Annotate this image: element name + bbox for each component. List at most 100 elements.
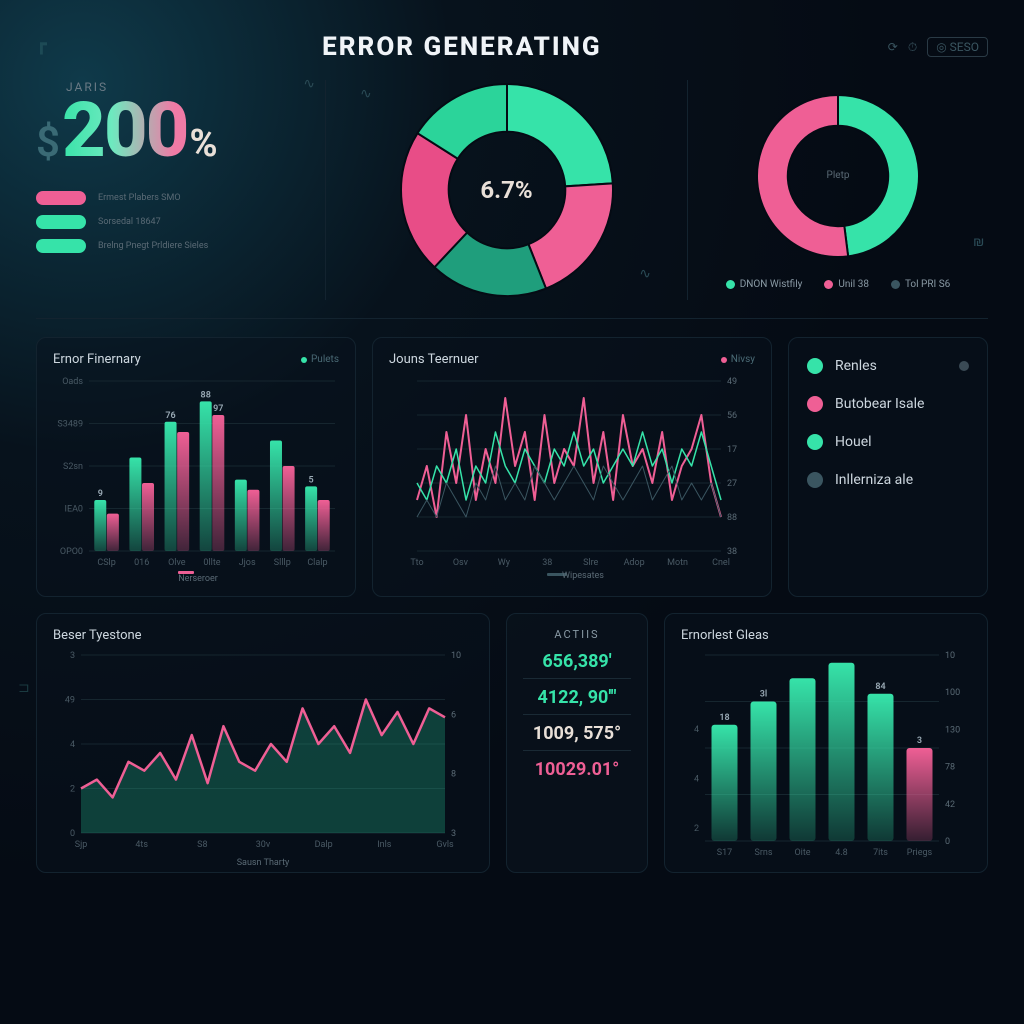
svg-text:CSlp: CSlp	[97, 558, 115, 568]
activity-icon: ₪	[973, 234, 984, 250]
svg-text:10: 10	[451, 651, 461, 661]
svg-text:17: 17	[727, 445, 737, 455]
legend-dot	[807, 472, 823, 488]
kpi-pill-row: Ermest Plabers SMO	[36, 191, 305, 205]
legend-dot	[807, 396, 823, 412]
bar-chart: OPO0IEA0S2snS3489Oads9CSlp01676Olve88970…	[53, 375, 343, 585]
activity-icon: ∿	[303, 76, 315, 92]
svg-text:30v: 30v	[256, 840, 271, 850]
stat-value: 1009, 575°	[519, 723, 635, 744]
area-chart-title: Beser Tyestone	[53, 628, 473, 643]
svg-text:2: 2	[70, 785, 75, 795]
legend-dot	[726, 280, 735, 289]
svg-text:56: 56	[727, 411, 737, 421]
pill-swatch	[36, 191, 86, 205]
svg-text:4ts: 4ts	[135, 840, 148, 850]
timer-icon[interactable]: ⏱	[908, 40, 917, 55]
kpi-currency: $	[36, 118, 60, 167]
svg-text:4: 4	[694, 774, 699, 784]
legend-item[interactable]: Renles	[807, 358, 969, 374]
svg-text:0: 0	[70, 829, 75, 839]
svg-text:0llte: 0llte	[203, 558, 220, 568]
pill-label: Sorsedal 18647	[98, 217, 161, 227]
legend-dot	[807, 358, 823, 374]
svg-text:Sjp: Sjp	[75, 840, 88, 850]
legend-label: DNON Wistfily	[740, 279, 803, 290]
corner-glyph-tl: ┏	[36, 34, 47, 55]
legend-dot	[824, 280, 833, 289]
svg-text:Oite: Oite	[794, 848, 810, 858]
legend-item: DNON Wistfily	[726, 279, 803, 290]
svg-text:Sausn Tharty: Sausn Tharty	[237, 858, 290, 868]
legend-label: Inllerniza ale	[835, 472, 913, 488]
legend-item[interactable]: Houel	[807, 434, 969, 450]
line-legend: Nivsy	[721, 354, 755, 365]
svg-text:Inls: Inls	[377, 840, 392, 850]
svg-text:Srns: Srns	[754, 848, 772, 858]
svg-text:IEA0: IEA0	[65, 505, 84, 515]
pill-label: Ermest Plabers SMO	[98, 193, 181, 203]
svg-text:100: 100	[945, 688, 960, 698]
svg-text:016: 016	[134, 558, 149, 568]
activity-icon: ∿	[639, 266, 651, 282]
legend-label: Unil 38	[838, 279, 869, 290]
svg-text:84: 84	[875, 682, 885, 692]
svg-text:97: 97	[213, 404, 223, 414]
svg-text:3: 3	[917, 736, 922, 746]
svg-text:78: 78	[945, 763, 955, 773]
line-chart-panel: Jouns Teernuer Nivsy 495617278838TtoOsvW…	[372, 337, 772, 597]
svg-text:49: 49	[727, 377, 737, 387]
bar-chart-2-panel: Ernorlest Gleas 244101001307842018S173lS…	[664, 613, 988, 873]
donut-2-panel: ₪ Pletp DNON WistfilyUnil 38Tol PRI S6	[688, 80, 988, 300]
divider	[523, 714, 631, 715]
legend-label: Renles	[835, 358, 877, 374]
legend-label: Tol PRI S6	[905, 279, 950, 290]
svg-text:4: 4	[70, 740, 75, 750]
svg-text:8: 8	[451, 770, 456, 780]
bar-chart-panel: Ernor Finernary Pulets OPO0IEA0S2snS3489…	[36, 337, 356, 597]
header-actions: ⟳ ⏱ ◎ SESO	[888, 37, 988, 57]
page-title: ERROR GENERATING	[36, 32, 888, 62]
svg-text:Slre: Slre	[583, 558, 598, 568]
svg-text:Oads: Oads	[62, 377, 83, 387]
svg-text:S17: S17	[717, 848, 732, 858]
svg-text:Priegs: Priegs	[907, 848, 933, 858]
kpi-value: $ 200 %	[36, 96, 305, 167]
pill-swatch	[36, 215, 86, 229]
svg-text:Tto: Tto	[410, 558, 423, 568]
svg-text:Nerseroer: Nerseroer	[178, 574, 218, 584]
svg-text:Adop: Adop	[624, 558, 645, 568]
svg-text:Wy: Wy	[498, 558, 511, 568]
line-chart-title: Jouns Teernuer	[389, 352, 755, 367]
legend-item[interactable]: Inllerniza ale	[807, 472, 969, 488]
svg-text:Slllp: Slllp	[274, 558, 291, 568]
svg-text:S2sn: S2sn	[63, 462, 83, 472]
kpi-pill-row: Brelng Pnegt Prldiere Sieles	[36, 239, 305, 253]
edge-glyph: ⊐	[18, 680, 30, 696]
svg-text:9: 9	[98, 489, 103, 499]
svg-text:Osv: Osv	[453, 558, 469, 568]
kpi-number: 200	[62, 96, 187, 164]
svg-text:27: 27	[727, 479, 737, 489]
seso-button[interactable]: ◎ SESO	[927, 37, 988, 57]
svg-text:S8: S8	[197, 840, 207, 850]
refresh-icon[interactable]: ⟳	[888, 40, 898, 54]
area-chart: 34942010683Sjp4tsS830vDalpInlsGvlsSausn …	[53, 651, 473, 871]
svg-text:Jjos: Jjos	[239, 558, 256, 568]
line-chart: 495617278838TtoOsvWy38SlreAdopMotnCnelWi…	[389, 375, 749, 585]
svg-text:Gvls: Gvls	[436, 840, 454, 850]
svg-text:6: 6	[451, 710, 456, 720]
divider	[523, 750, 631, 751]
bar-chart-2-title: Ernorlest Gleas	[681, 628, 971, 643]
activity-icon: ∿	[360, 86, 372, 102]
donut-1-center: 6.7%	[397, 80, 617, 300]
svg-text:3: 3	[70, 651, 75, 661]
svg-text:3: 3	[451, 829, 456, 839]
donut-2-legend: DNON Wistfily Unil 38 Tol PRI S6	[726, 279, 951, 290]
svg-text:Clalp: Clalp	[307, 558, 327, 568]
svg-text:S3489: S3489	[57, 420, 83, 430]
legend-item[interactable]: Butobear Isale	[807, 396, 969, 412]
legend-item: Tol PRI S6	[891, 279, 950, 290]
svg-text:4: 4	[694, 725, 699, 735]
svg-text:Dalp: Dalp	[315, 840, 333, 850]
